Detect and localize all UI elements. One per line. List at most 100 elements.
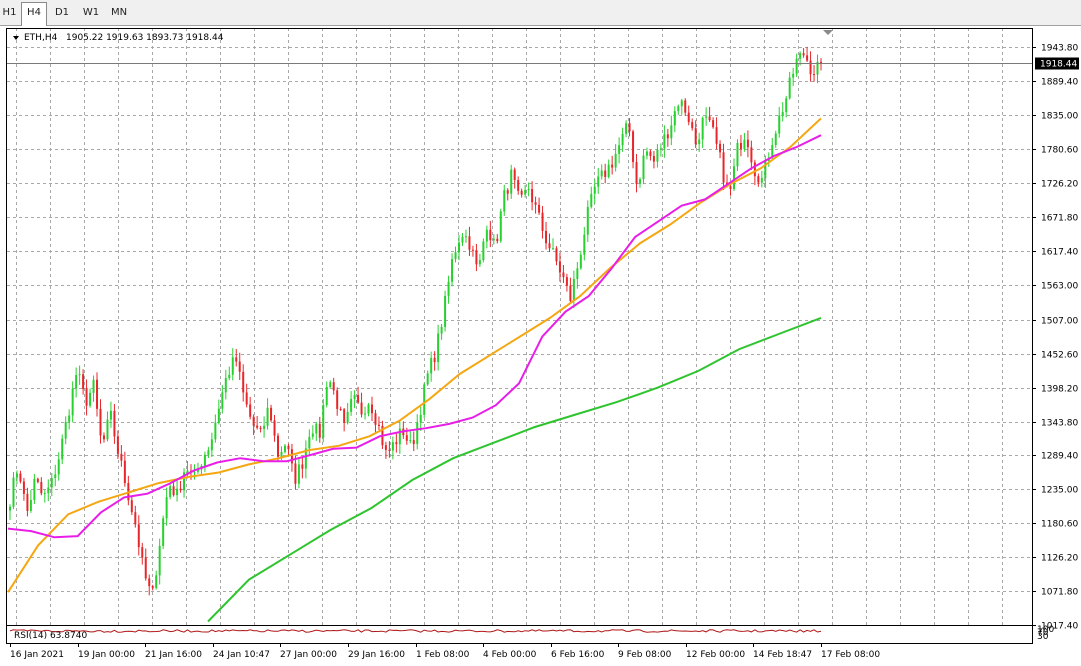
candle-body	[621, 133, 624, 146]
candle-body	[263, 425, 266, 429]
time-tick-label: 21 Jan 16:00	[145, 650, 202, 660]
candle-body	[256, 425, 259, 428]
candle-body	[785, 98, 788, 113]
candle-body	[357, 395, 360, 403]
candle-body	[144, 557, 147, 579]
candle-body	[795, 58, 798, 74]
candle-body	[15, 473, 18, 478]
candle-body	[673, 111, 676, 126]
candle-body	[26, 493, 29, 511]
candle-body	[92, 379, 95, 393]
candle-body	[249, 404, 252, 417]
candle-body	[162, 518, 165, 546]
candle-body	[217, 408, 220, 423]
candle-body	[176, 488, 179, 496]
candle-body	[102, 435, 105, 440]
price-tick-label: 1563.00	[1041, 282, 1078, 292]
candle-body	[430, 357, 433, 374]
candle-body	[332, 382, 335, 391]
candle-body	[607, 164, 610, 178]
candle-body	[364, 413, 367, 415]
candle-body	[398, 428, 401, 445]
price-tick-label: 1289.40	[1041, 452, 1078, 462]
candle-body	[715, 127, 718, 144]
rsi-scale-label: 70	[1037, 628, 1049, 638]
candle-body	[628, 123, 631, 132]
candle-body	[106, 419, 109, 440]
candle-body	[520, 190, 523, 195]
candle-body	[656, 149, 659, 162]
candle-body	[764, 160, 767, 179]
chart-header: ETH,H4 1905.22 1919.63 1893.73 1918.44	[13, 33, 224, 43]
candle-body	[395, 442, 398, 445]
candle-body	[531, 189, 534, 203]
candle-body	[318, 423, 321, 438]
price-tick-label: 1671.80	[1041, 214, 1078, 224]
price-tick-label: 1943.80	[1041, 44, 1078, 54]
rsi-line	[9, 629, 822, 633]
candle-body	[458, 242, 461, 253]
candle-body	[746, 139, 749, 148]
candle-body	[294, 463, 297, 484]
candle-body	[506, 190, 509, 194]
symbol-dropdown-icon[interactable]	[13, 36, 19, 40]
candle-body	[496, 238, 499, 242]
moving-averages-layer	[7, 117, 822, 623]
rsi-scale-label: 30	[1037, 632, 1049, 642]
chart-shift-icon[interactable]	[823, 30, 833, 35]
tab-h4[interactable]: H4	[21, 2, 47, 26]
candle-body	[336, 390, 339, 409]
candle-body	[130, 500, 133, 513]
candle-body	[437, 333, 440, 363]
candle-body	[712, 120, 715, 128]
candle-body	[774, 133, 777, 145]
candle-body	[652, 156, 655, 162]
candle-body	[572, 279, 575, 301]
candle-body	[242, 371, 245, 393]
candle-body	[64, 421, 67, 439]
price-tick-label: 1507.00	[1041, 317, 1078, 327]
ohlc-values: 1905.22 1919.63 1893.73 1918.44	[66, 33, 224, 43]
candle-body	[290, 449, 293, 464]
symbol-timeframe: ETH,H4	[24, 33, 58, 43]
tab-w1[interactable]: W1	[82, 7, 100, 18]
candle-body	[753, 162, 756, 177]
candle-body	[311, 433, 314, 437]
tab-h1[interactable]: H1	[2, 7, 17, 18]
candle-body	[663, 134, 666, 149]
candle-body	[196, 469, 199, 472]
candle-body	[705, 116, 708, 118]
tab-d1[interactable]: D1	[54, 7, 70, 18]
candle-body	[409, 440, 412, 442]
candle-body	[659, 148, 662, 150]
candle-body	[614, 153, 617, 168]
candle-body	[75, 375, 78, 389]
candle-body	[353, 395, 356, 399]
candle-body	[604, 170, 607, 178]
candle-body	[405, 435, 408, 441]
candle-body	[743, 139, 746, 150]
price-chart[interactable]: 1943.80 1889.40 1835.00 1780.60 1726.20 1671.…	[0, 25, 1081, 666]
candle-body	[207, 450, 210, 455]
price-tick-label: 1017.40	[1041, 622, 1078, 632]
tab-mn[interactable]: MN	[110, 7, 128, 18]
ma-mid-line	[7, 117, 822, 593]
candle-body	[750, 147, 753, 163]
candle-body	[492, 238, 495, 241]
candle-body	[360, 402, 363, 415]
candle-body	[618, 145, 621, 154]
candle-body	[635, 162, 638, 184]
candle-body	[475, 250, 478, 265]
candle-body	[221, 392, 224, 409]
time-tick-label: 29 Jan 16:00	[348, 650, 405, 660]
candle-body	[701, 117, 704, 140]
candle-body	[172, 486, 175, 496]
time-tick-label: 9 Feb 08:00	[618, 650, 672, 660]
current-price-tag-text: 1918.44	[1040, 60, 1077, 70]
candle-body	[802, 53, 805, 56]
candle-body	[611, 164, 614, 168]
candle-body	[426, 373, 429, 385]
candle-body	[99, 408, 102, 436]
candle-body	[527, 189, 530, 191]
candle-body	[555, 248, 558, 262]
